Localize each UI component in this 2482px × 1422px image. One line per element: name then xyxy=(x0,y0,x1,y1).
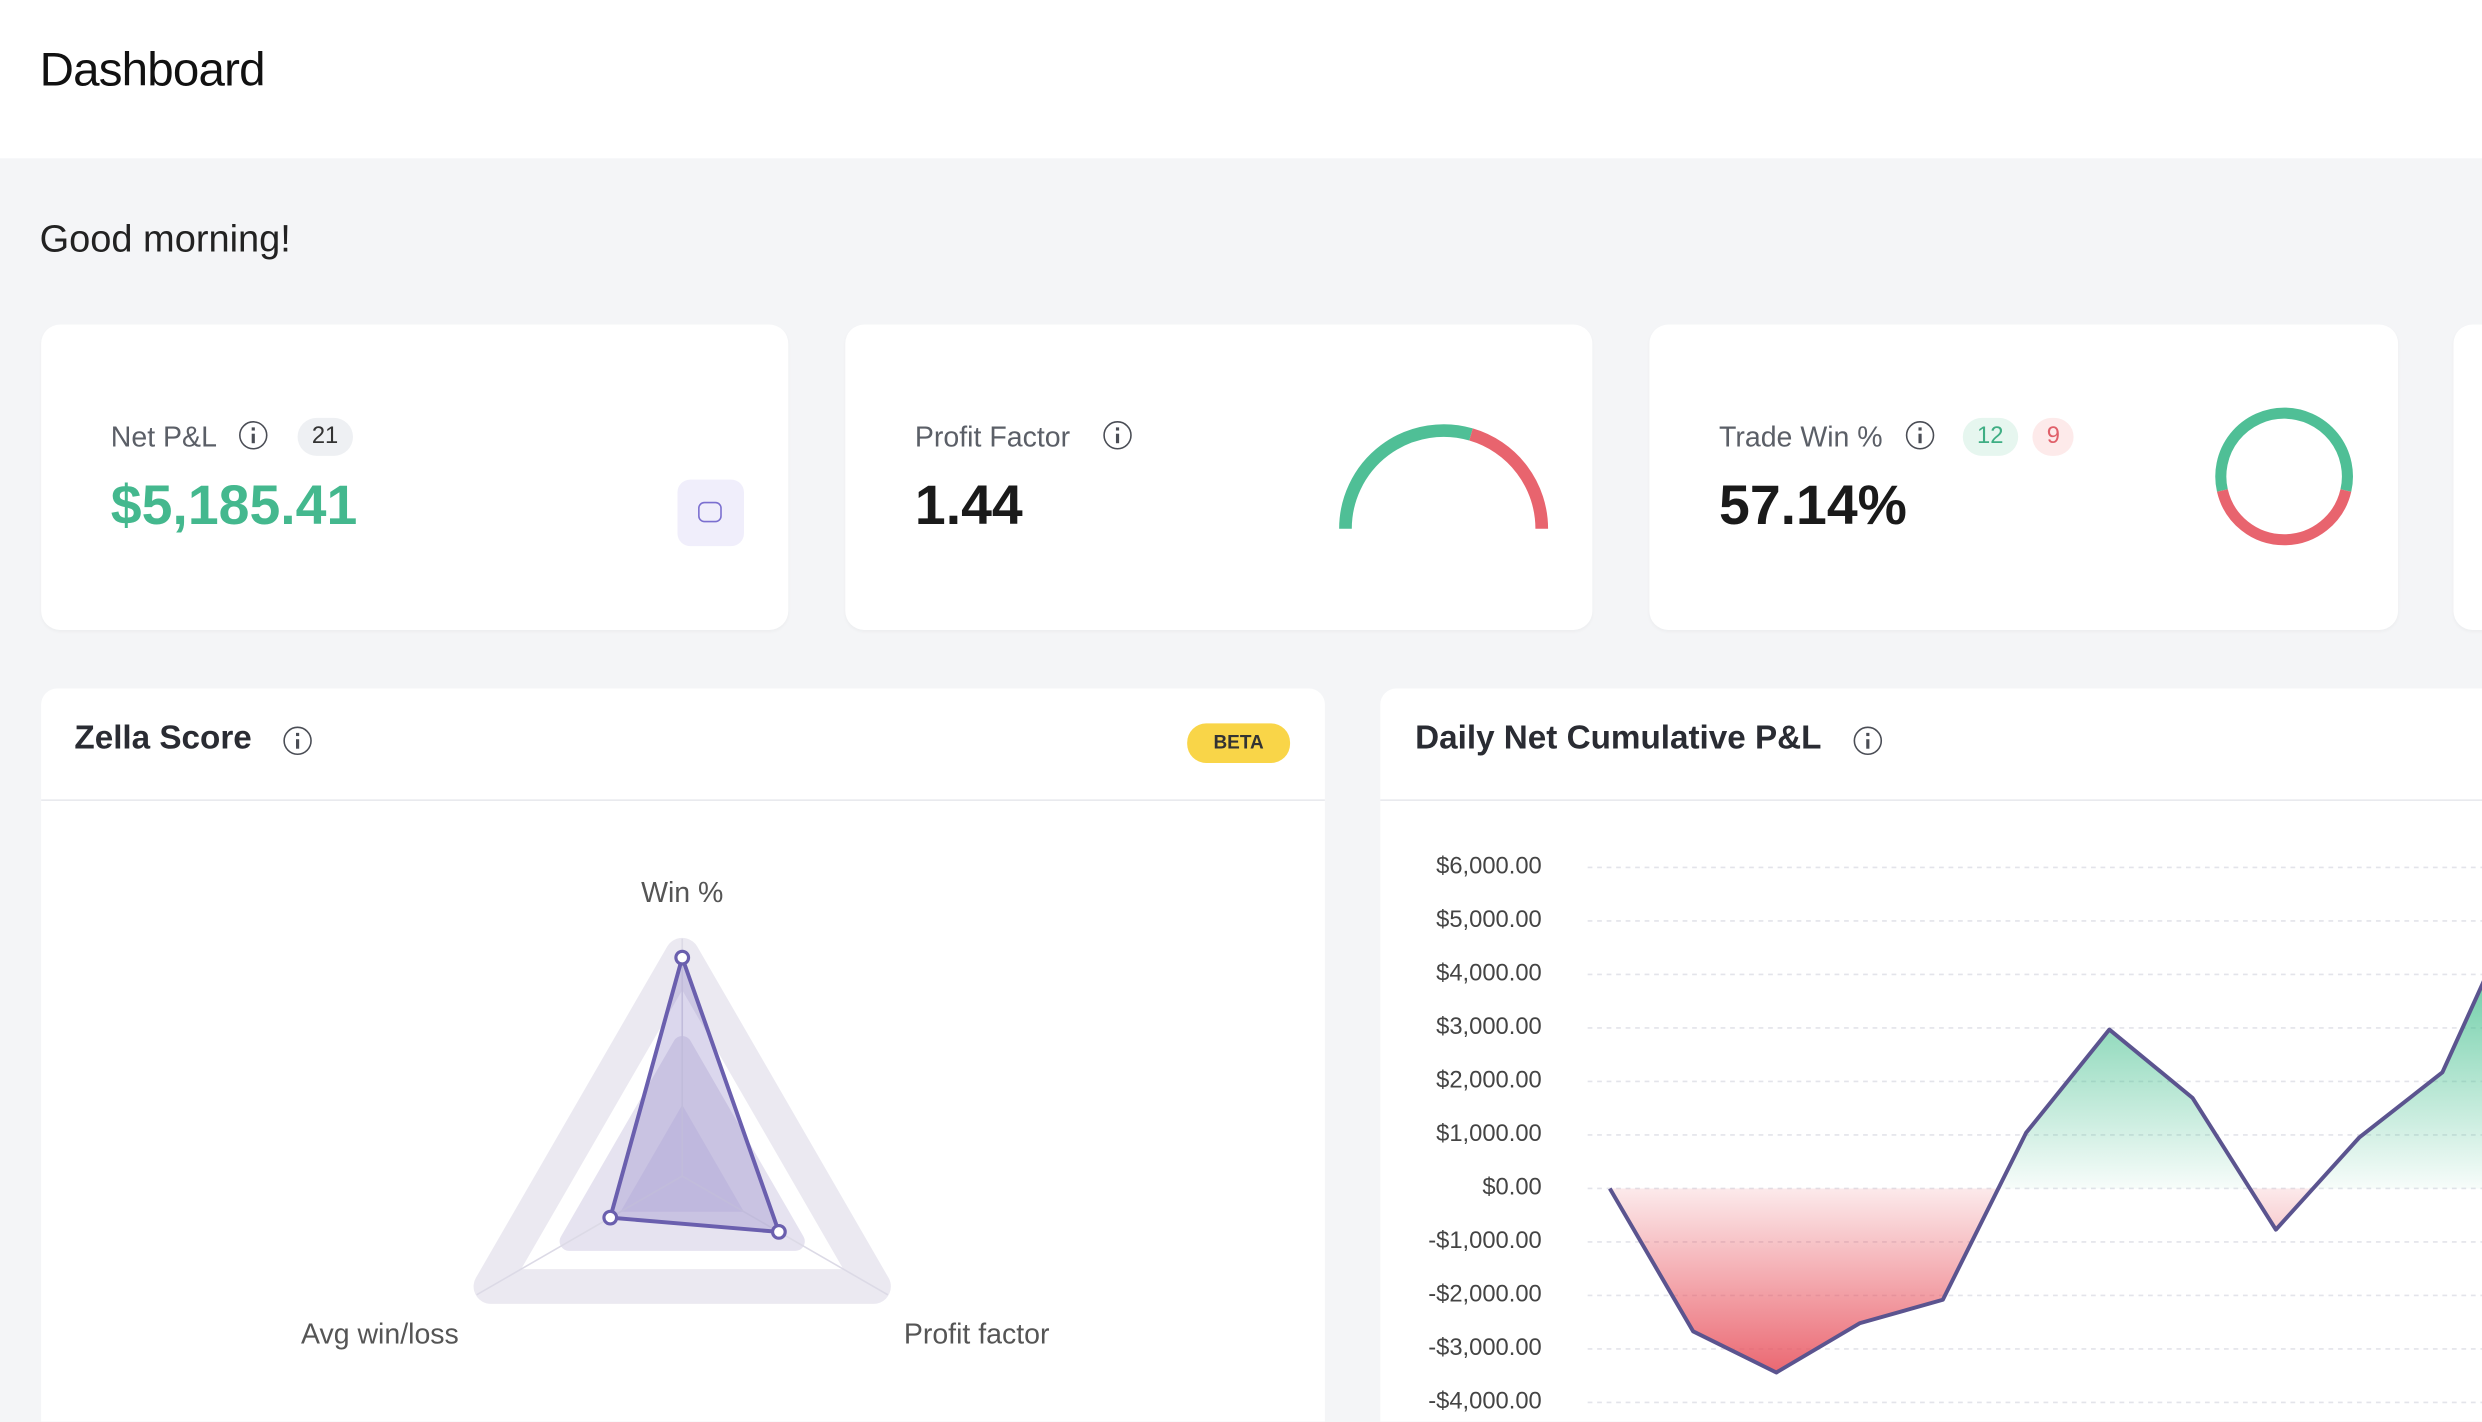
y-tick-label: $1,000.00 xyxy=(1436,1121,1542,1147)
y-tick-label: $6,000.00 xyxy=(1436,854,1542,880)
wins-badge: 12 xyxy=(1962,417,2018,456)
donut-wins xyxy=(2215,407,2353,492)
gauge-profit xyxy=(1339,424,1473,529)
card-label: Trade Win % xyxy=(1719,421,1883,453)
info-icon[interactable] xyxy=(1905,421,1935,450)
pnl-line xyxy=(1608,980,2482,1375)
divider xyxy=(1380,799,2482,801)
radar-axis-label: Profit factor xyxy=(904,1318,1050,1350)
radar-axis-label: Avg win/loss xyxy=(301,1318,459,1350)
radar-axis-label: Win % xyxy=(641,877,723,909)
y-tick-label: $4,000.00 xyxy=(1436,961,1542,987)
radar-point xyxy=(674,949,691,966)
negative-area xyxy=(1609,1188,2482,1373)
panel-title: Zella Score xyxy=(74,720,252,757)
info-icon[interactable] xyxy=(1103,421,1132,450)
y-tick-label: $0.00 xyxy=(1482,1175,1541,1201)
y-tick-label: $2,000.00 xyxy=(1436,1068,1542,1094)
losses-badge: 9 xyxy=(2032,417,2075,456)
radar-spoke xyxy=(476,1175,683,1296)
radar-point xyxy=(602,1209,619,1226)
info-icon[interactable] xyxy=(283,726,312,756)
panel-title: Daily Net Cumulative P&L xyxy=(1415,720,1822,757)
info-icon[interactable] xyxy=(239,421,268,450)
card-label: Net P&L xyxy=(110,421,217,453)
y-tick-label: -$1,000.00 xyxy=(1428,1228,1542,1254)
radar-outer-ring xyxy=(473,937,891,1304)
gauge-loss xyxy=(1469,428,1549,529)
y-tick-label: -$2,000.00 xyxy=(1428,1282,1542,1308)
net-pnl-card xyxy=(41,324,789,630)
y-tick-label: $5,000.00 xyxy=(1436,907,1542,933)
card-label: Profit Factor xyxy=(914,421,1071,453)
radar-point xyxy=(770,1223,787,1240)
radar-area xyxy=(608,955,781,1234)
greeting: Good morning! xyxy=(39,218,291,262)
y-tick-label: $3,000.00 xyxy=(1436,1014,1542,1040)
detail-button[interactable] xyxy=(677,479,744,547)
trade-count-badge: 21 xyxy=(297,417,353,456)
trade-win-card xyxy=(1649,324,2399,630)
top-bar xyxy=(0,0,2482,159)
beta-badge: BETA xyxy=(1187,723,1291,763)
y-tick-label: -$3,000.00 xyxy=(1428,1335,1542,1361)
net-pnl-value: $5,185.41 xyxy=(110,474,358,537)
divider xyxy=(41,799,1325,801)
info-icon[interactable] xyxy=(1853,726,1883,756)
profit-factor-value: 1.44 xyxy=(914,474,1023,537)
y-tick-label: -$4,000.00 xyxy=(1428,1389,1542,1415)
button-icon xyxy=(698,501,722,523)
profit-factor-card xyxy=(845,324,1593,630)
extra-card xyxy=(2453,324,2482,630)
donut-losses xyxy=(2216,489,2352,546)
trade-win-value: 57.14% xyxy=(1719,474,1907,537)
page-title: Dashboard xyxy=(39,44,266,97)
